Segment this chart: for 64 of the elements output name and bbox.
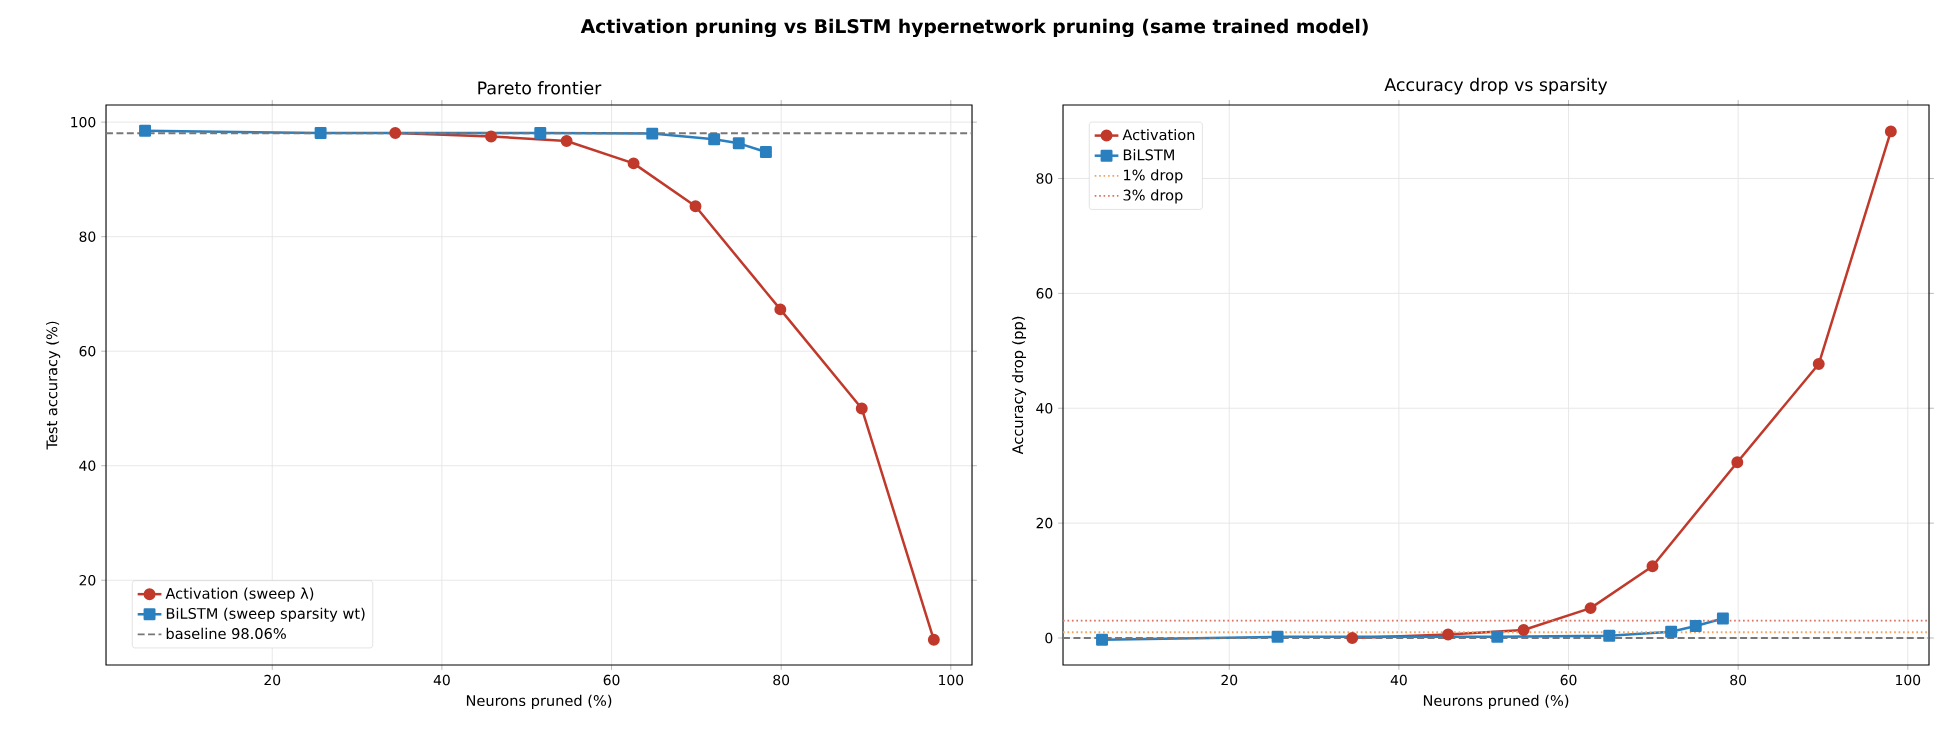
point	[708, 133, 721, 146]
point	[774, 303, 787, 316]
point	[1884, 125, 1897, 138]
point	[927, 633, 940, 646]
chart-title: Accuracy drop vs sparsity	[1384, 77, 1608, 95]
point	[646, 127, 659, 140]
point	[1689, 619, 1702, 632]
x-axis-title: Neurons pruned (%)	[466, 694, 612, 709]
x-tick-label: 40	[433, 674, 450, 686]
y-axis-title: Test accuracy (%)	[46, 321, 61, 450]
y-tick-label: 20	[1036, 517, 1053, 529]
point	[1812, 358, 1825, 370]
y-tick-label: 20	[79, 574, 96, 586]
point	[1346, 632, 1359, 644]
y-tick-label: 40	[1036, 402, 1053, 414]
point	[560, 135, 573, 148]
y-tick-label: 0	[1045, 632, 1053, 644]
chart-subtitle: Pareto frontier	[478, 81, 602, 95]
legend-label: BiLSTM	[1123, 149, 1174, 161]
x-tick-label: 100	[1896, 674, 1921, 686]
y-tick-label: 40	[79, 460, 96, 471]
point	[1665, 625, 1678, 638]
legend-label: baseline 98.06%	[166, 627, 286, 640]
point	[389, 127, 402, 140]
point	[1271, 630, 1284, 643]
x-tick-label: 40	[1390, 674, 1407, 686]
legend-label: 1% drop	[1124, 169, 1183, 184]
point	[485, 130, 498, 143]
legend-label: 3% drop	[1123, 189, 1183, 204]
y-tick-label: 80	[1036, 173, 1053, 184]
legend-label: Activation	[1122, 129, 1195, 141]
point	[855, 402, 868, 415]
point	[1603, 629, 1616, 642]
point	[1491, 630, 1504, 643]
chart-title: Activation pruning vs BiLSTM hypernetwork pruning (same trained model)	[580, 18, 1368, 38]
x-tick-label: 60	[1560, 674, 1577, 686]
y-tick-label: 80	[79, 231, 96, 242]
point	[689, 200, 702, 213]
point	[1517, 623, 1530, 636]
point	[627, 157, 640, 170]
x-tick-label: 20	[1221, 674, 1238, 686]
point	[1584, 602, 1597, 615]
point	[1096, 633, 1108, 646]
point	[139, 124, 152, 137]
point	[759, 145, 772, 158]
x-tick-label: 60	[603, 674, 620, 686]
y-tick-label: 60	[1036, 288, 1053, 299]
x-axis-title: Neurons pruned (%)	[1423, 694, 1569, 709]
y-tick-label: 100	[71, 116, 96, 128]
x-tick-label: 80	[1730, 674, 1747, 686]
point	[534, 127, 547, 140]
point	[314, 127, 327, 140]
point	[1442, 628, 1455, 641]
x-tick-label: 100	[939, 674, 964, 686]
x-tick-label: 80	[773, 674, 790, 686]
point	[1731, 456, 1744, 469]
x-tick-label: 20	[264, 674, 281, 686]
legend-label: BiLSTM (sweep sparsity wt)	[166, 607, 365, 622]
legend-label: Activation (sweep λ)	[165, 587, 314, 602]
y-axis-title: Accuracy drop (pp)	[1011, 316, 1027, 455]
point	[1646, 560, 1659, 573]
y-tick-label: 60	[79, 345, 96, 357]
point	[732, 137, 745, 150]
point	[1716, 612, 1729, 625]
